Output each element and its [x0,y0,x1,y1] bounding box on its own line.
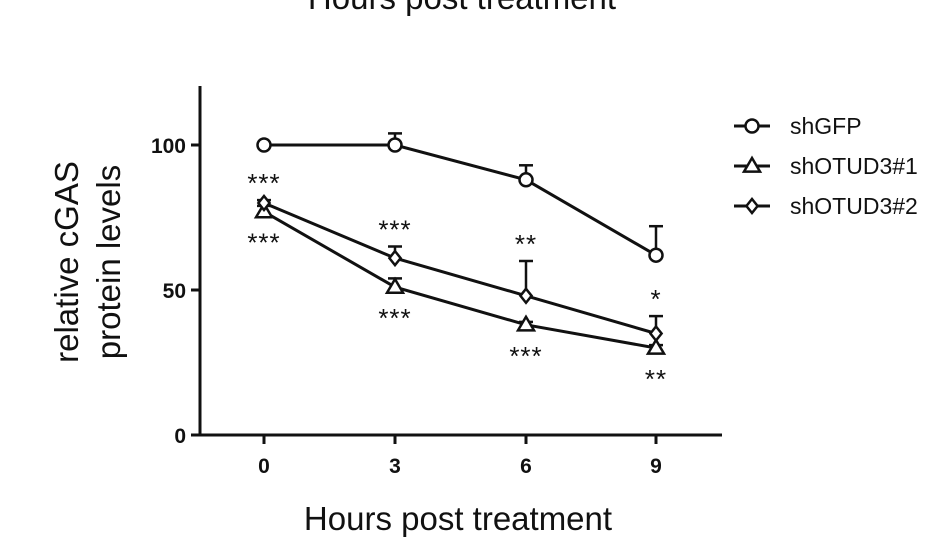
legend: shGFP shOTUD3#1 shOTUD3#2 [734,113,918,219]
x-tick-label: 6 [520,455,532,478]
data-point [648,324,664,343]
x-tick-label: 0 [258,455,270,478]
data-point [518,172,534,188]
data-point [387,137,403,153]
y-axis-title-line1: relative cGAS [48,161,85,363]
series-shgfp [256,132,664,263]
series-line [264,143,657,257]
data-point [256,137,272,153]
data-point [515,314,537,332]
legend-label: shOTUD3#1 [790,153,918,179]
data-point [384,276,406,294]
series-shotud3-2 [256,193,664,343]
y-axis-title: relative cGAS protein levels [48,161,127,363]
x-tick-label: 9 [650,455,662,478]
legend-item-shotud3-2: shOTUD3#2 [734,193,918,219]
significance-label: ** [515,229,537,259]
significance-label: ** [645,364,667,394]
y-tick-label: 100 [151,135,186,158]
legend-item-shotud3-1: shOTUD3#1 [734,153,918,179]
significance-label: *** [378,303,411,333]
y-tick-label: 50 [163,280,186,303]
data-point [256,193,272,213]
x-axis-title: Hours post treatment [304,500,612,537]
series-line [263,201,657,335]
y-tick-label: 0 [174,425,186,448]
data-point [387,249,403,268]
x-tick-label: 3 [389,455,401,478]
significance-label: *** [378,215,411,245]
significance-label: *** [509,341,542,371]
legend-label: shGFP [790,113,862,139]
legend-label: shOTUD3#2 [790,193,918,219]
significance-label: * [650,284,661,314]
series-line [263,210,657,350]
data-point [518,286,534,305]
legend-marker [741,155,763,173]
data-point [645,337,667,355]
top-title-fragment: Hours post treatment [308,0,616,16]
significance-label: *** [247,228,280,258]
y-axis-title-line2: protein levels [90,165,127,359]
legend-marker [744,196,760,216]
legend-marker [744,118,760,134]
legend-item-shgfp: shGFP [734,113,862,139]
data-point [648,247,664,263]
significance-label: *** [247,168,280,198]
